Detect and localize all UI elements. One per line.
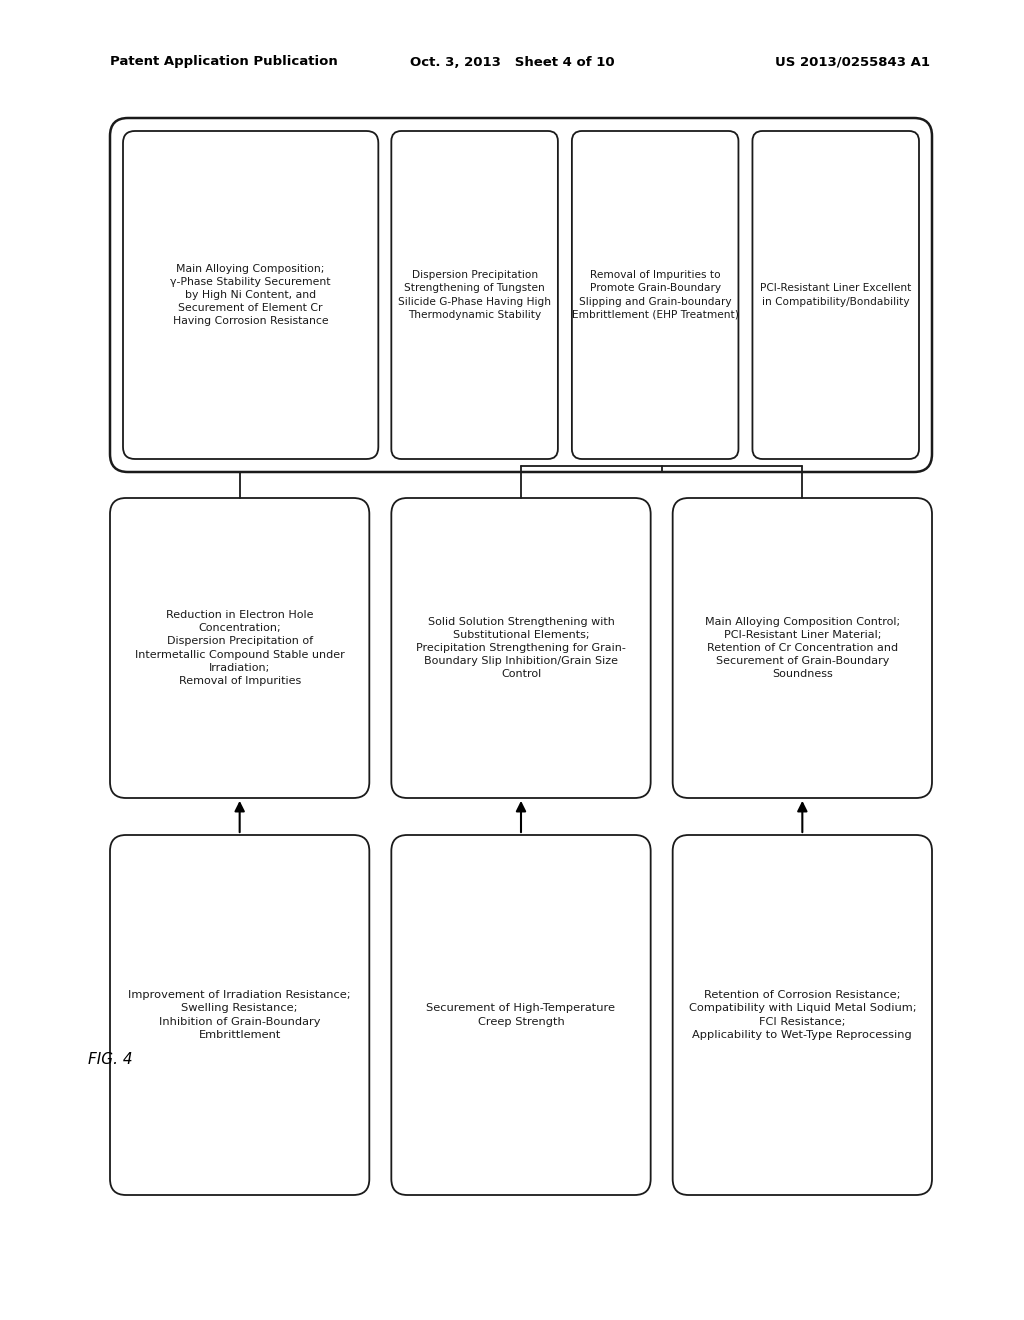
FancyBboxPatch shape xyxy=(673,836,932,1195)
Text: Securement of High-Temperature
Creep Strength: Securement of High-Temperature Creep Str… xyxy=(427,1003,615,1027)
Text: Removal of Impurities to
Promote Grain-Boundary
Slipping and Grain-boundary
Embr: Removal of Impurities to Promote Grain-B… xyxy=(571,271,738,319)
FancyBboxPatch shape xyxy=(391,498,650,799)
FancyBboxPatch shape xyxy=(123,131,378,459)
Text: Patent Application Publication: Patent Application Publication xyxy=(110,55,338,69)
FancyBboxPatch shape xyxy=(673,498,932,799)
Text: Oct. 3, 2013   Sheet 4 of 10: Oct. 3, 2013 Sheet 4 of 10 xyxy=(410,55,614,69)
Text: Main Alloying Composition Control;
PCI-Resistant Liner Material;
Retention of Cr: Main Alloying Composition Control; PCI-R… xyxy=(705,616,900,680)
Text: Solid Solution Strengthening with
Substitutional Elements;
Precipitation Strengt: Solid Solution Strengthening with Substi… xyxy=(416,616,626,680)
Text: Reduction in Electron Hole
Concentration;
Dispersion Precipitation of
Intermetal: Reduction in Electron Hole Concentration… xyxy=(135,610,344,686)
FancyBboxPatch shape xyxy=(110,836,370,1195)
Text: Retention of Corrosion Resistance;
Compatibility with Liquid Metal Sodium;
FCI R: Retention of Corrosion Resistance; Compa… xyxy=(688,990,916,1040)
Text: FIG. 4: FIG. 4 xyxy=(88,1052,133,1068)
FancyBboxPatch shape xyxy=(753,131,919,459)
Text: Main Alloying Composition;
γ-Phase Stability Securement
by High Ni Content, and
: Main Alloying Composition; γ-Phase Stabi… xyxy=(170,264,331,326)
Text: US 2013/0255843 A1: US 2013/0255843 A1 xyxy=(775,55,930,69)
Text: PCI-Resistant Liner Excellent
in Compatibility/Bondability: PCI-Resistant Liner Excellent in Compati… xyxy=(760,284,911,306)
Text: Improvement of Irradiation Resistance;
Swelling Resistance;
Inhibition of Grain-: Improvement of Irradiation Resistance; S… xyxy=(128,990,351,1040)
FancyBboxPatch shape xyxy=(391,836,650,1195)
FancyBboxPatch shape xyxy=(110,498,370,799)
FancyBboxPatch shape xyxy=(571,131,738,459)
FancyBboxPatch shape xyxy=(110,117,932,473)
Text: Dispersion Precipitation
Strengthening of Tungsten
Silicide G-Phase Having High
: Dispersion Precipitation Strengthening o… xyxy=(398,271,551,319)
FancyBboxPatch shape xyxy=(391,131,558,459)
